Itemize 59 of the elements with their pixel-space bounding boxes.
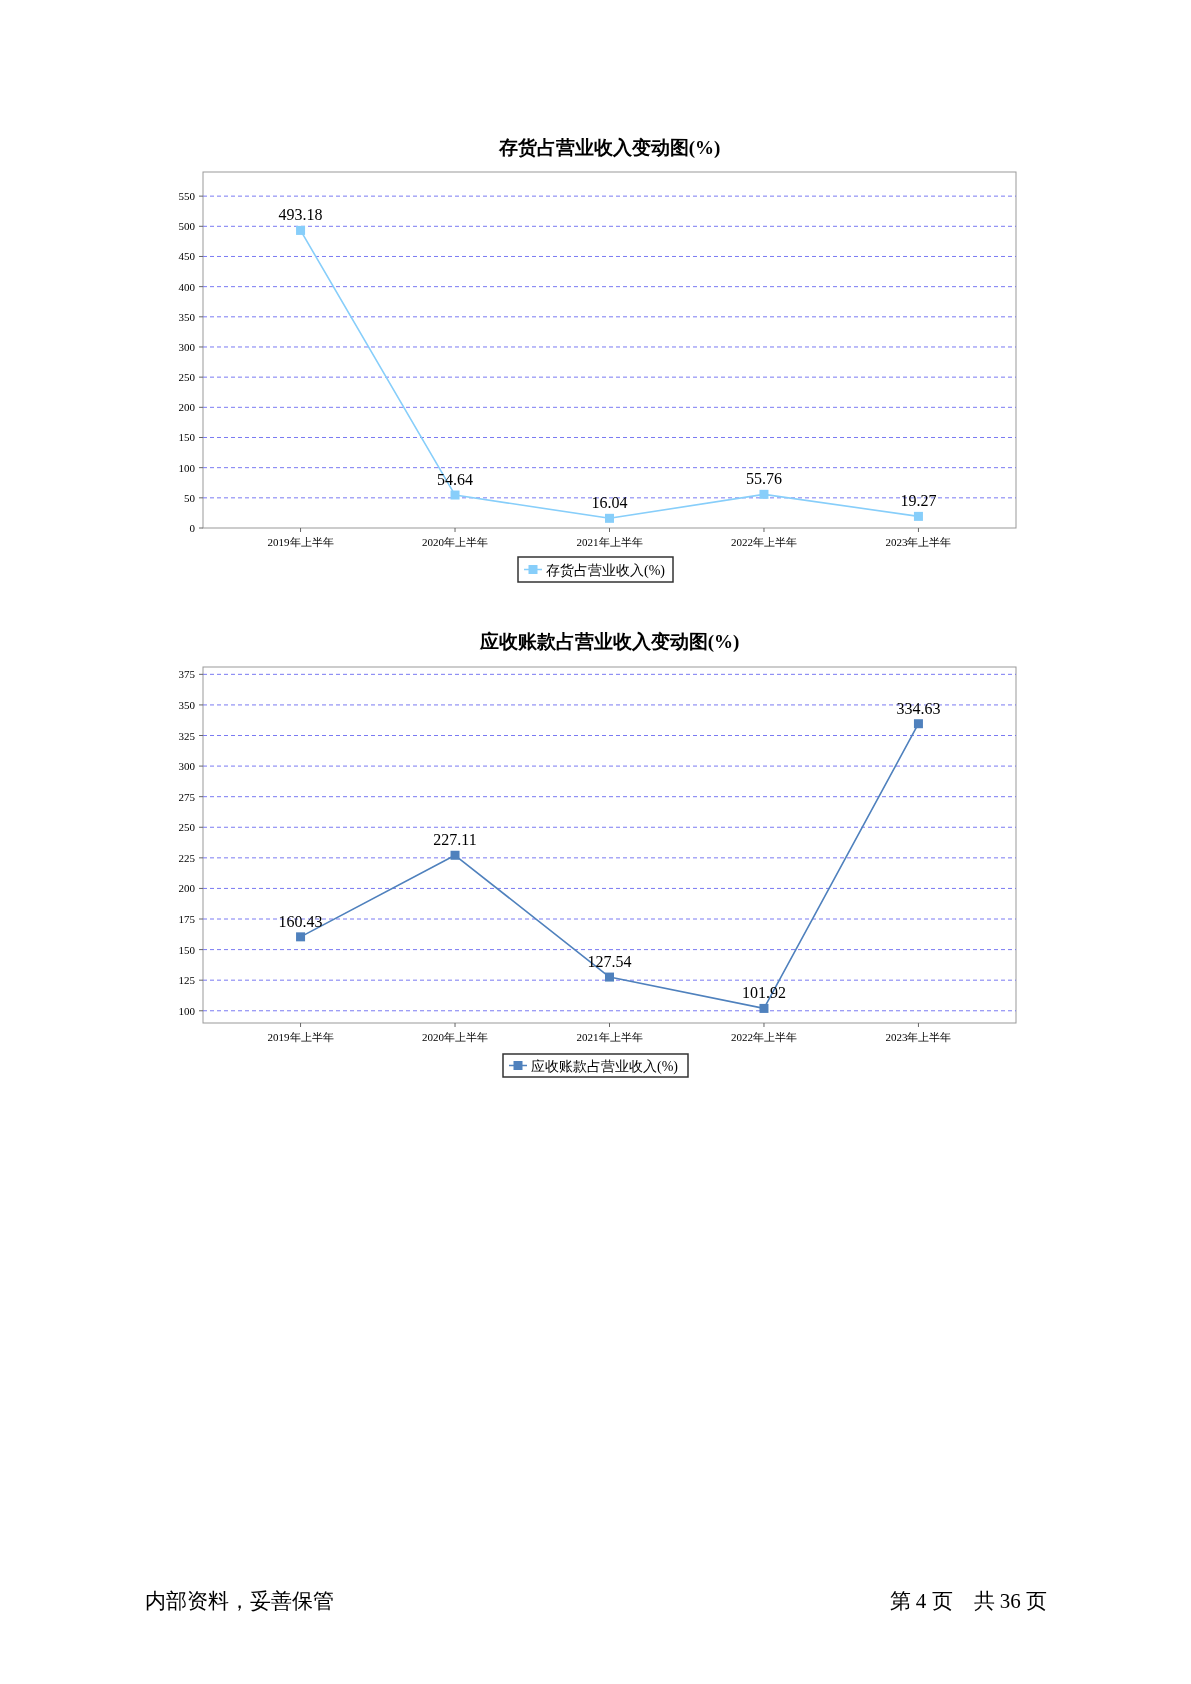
y-tick-label: 300 [178,760,196,773]
x-tick-label: 2020年上半年 [422,536,489,548]
x-tick-label: 2023年上半年 [885,1031,952,1043]
point [605,972,614,982]
y-tick-label: 100 [178,461,196,474]
text: 内部资料，妥善保管 [145,1589,334,1613]
chart-title: 应收账款占营业收入变动图(%) [478,631,740,653]
point [296,225,306,235]
x-tick-label: 2022年上半年 [730,1031,797,1043]
data-label: 160.43 [278,912,323,930]
point [759,1003,769,1013]
y-tick-label: 450 [178,250,196,263]
x-tick-label: 2019年上半年 [267,536,334,548]
legend-label: 应收账款占营业收入(%) [531,1058,679,1075]
point [913,719,923,729]
x-tick-label: 2019年上半年 [267,1031,334,1043]
y-tick-label: 550 [178,190,196,203]
x-tick-label: 2023年上半年 [885,536,952,548]
point [759,489,769,499]
chart-title: 存货占营业收入变动图(%) [497,137,721,159]
y-tick-label: 350 [178,698,196,711]
x-tick-label: 2020年上半年 [422,1031,489,1043]
y-tick-label: 375 [178,668,196,681]
y-tick-label: 400 [178,280,196,293]
y-tick-label: 200 [178,401,196,414]
data-label: 54.64 [437,471,474,489]
data-label: 334.63 [896,699,941,717]
y-tick-label: 50 [184,491,196,504]
y-tick-label: 350 [178,310,196,323]
y-tick-label: 225 [178,851,196,864]
y-tick-label: 100 [178,1004,196,1017]
y-tick-label: 500 [178,220,196,233]
x-tick-label: 2022年上半年 [730,536,797,548]
point [450,490,460,500]
y-tick-label: 150 [178,431,196,444]
y-tick-label: 0 [189,522,196,534]
y-tick-label: 150 [178,943,196,956]
y-tick-label: 325 [178,729,196,742]
y-tick-label: 200 [178,882,196,895]
point [450,850,460,860]
y-tick-label: 275 [178,790,196,803]
point [605,513,614,523]
data-label: 16.04 [591,494,628,512]
x-tick-label: 2021年上半年 [576,1031,643,1043]
x-tick-label: 2021年上半年 [576,536,643,548]
y-tick-label: 250 [178,821,196,834]
y-tick-label: 125 [178,974,196,987]
data-label: 127.54 [587,953,632,971]
y-tick-label: 300 [178,340,196,353]
data-label: 19.27 [900,492,937,510]
data-label: 55.76 [745,470,782,488]
data-label: 227.11 [433,831,477,849]
y-tick-label: 175 [178,913,196,926]
text: 第 4 页 共 36 页 [889,1589,1047,1613]
point [913,511,923,521]
legend-label: 存货占营业收入(%) [546,562,666,579]
data-label: 493.18 [278,206,323,224]
y-tick-label: 250 [178,371,196,384]
point [296,932,306,942]
